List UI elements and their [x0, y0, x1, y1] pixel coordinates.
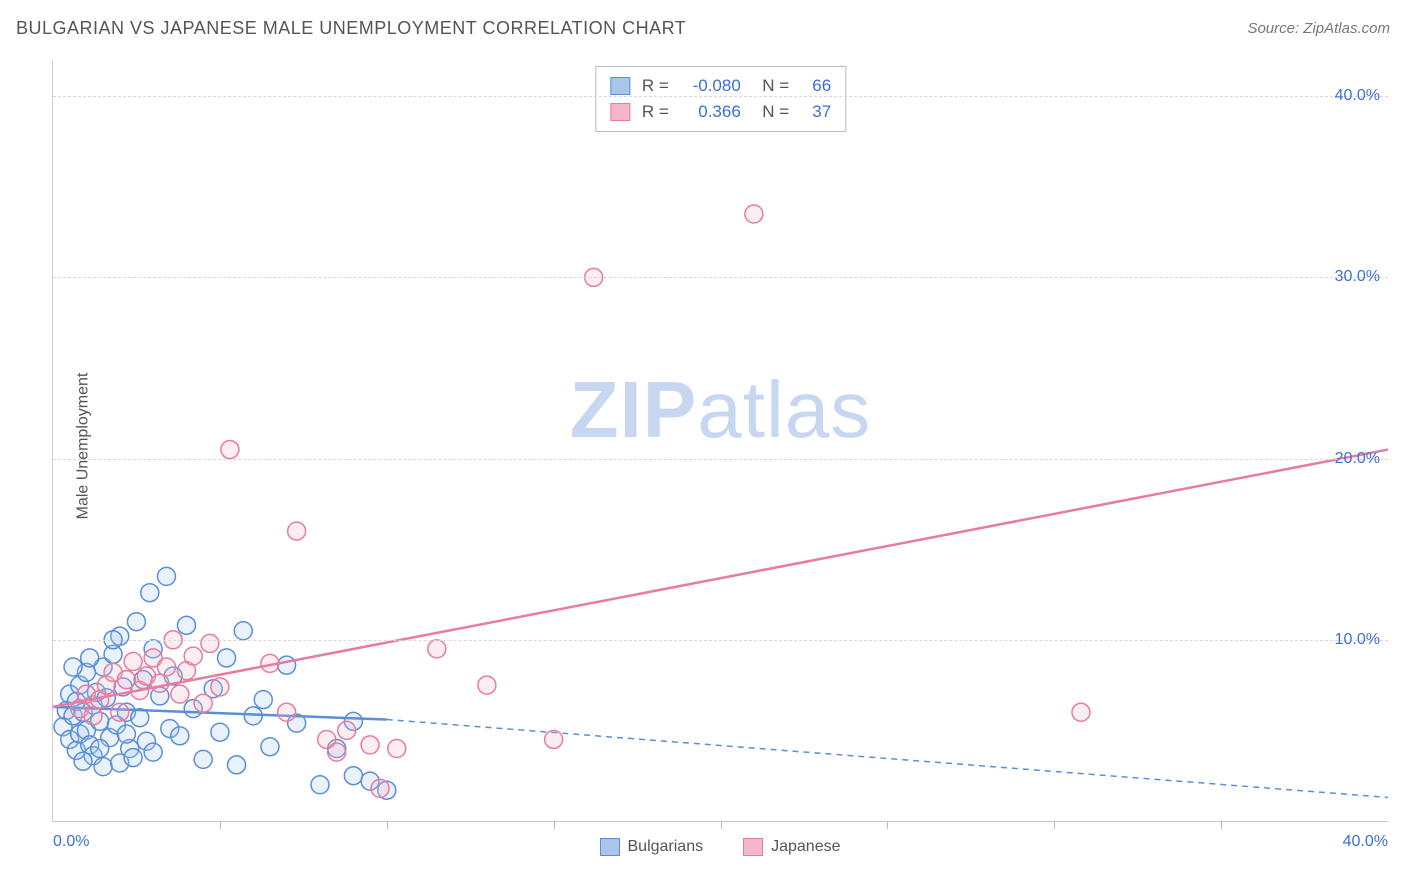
scatter-point — [211, 678, 229, 696]
scatter-point — [254, 691, 272, 709]
scatter-point — [81, 649, 99, 667]
plot-wrapper: ZIPatlas R = -0.080 N = 66 R = 0.366 N =… — [52, 60, 1388, 852]
scatter-point — [64, 658, 82, 676]
legend-label: Bulgarians — [628, 838, 704, 856]
legend-item: Bulgarians — [600, 838, 704, 856]
scatter-point — [194, 750, 212, 768]
scatter-point — [117, 725, 135, 743]
scatter-point — [124, 749, 142, 767]
scatter-point — [428, 640, 446, 658]
y-tick-label: 30.0% — [1335, 268, 1380, 286]
scatter-point — [361, 736, 379, 754]
scatter-point — [94, 758, 112, 776]
scatter-point — [144, 743, 162, 761]
scatter-point — [261, 738, 279, 756]
scatter-point — [151, 674, 169, 692]
scatter-point — [228, 756, 246, 774]
chart-svg — [53, 60, 1388, 821]
series-legend: Bulgarians Japanese — [52, 838, 1388, 856]
chart-container: BULGARIAN VS JAPANESE MALE UNEMPLOYMENT … — [0, 0, 1406, 892]
scatter-point — [278, 703, 296, 721]
scatter-point — [84, 707, 102, 725]
scatter-point — [194, 694, 212, 712]
scatter-point — [124, 653, 142, 671]
scatter-point — [234, 622, 252, 640]
scatter-point — [311, 776, 329, 794]
swatch-bulgarians-icon — [600, 838, 620, 856]
scatter-point — [218, 649, 236, 667]
trend-line — [53, 450, 1388, 707]
scatter-point — [278, 656, 296, 674]
scatter-point — [211, 723, 229, 741]
scatter-point — [478, 676, 496, 694]
scatter-point — [171, 685, 189, 703]
scatter-point — [388, 740, 406, 758]
scatter-point — [371, 779, 389, 797]
trend-line-extrapolated — [387, 720, 1388, 798]
scatter-point — [157, 658, 175, 676]
header: BULGARIAN VS JAPANESE MALE UNEMPLOYMENT … — [16, 12, 1390, 44]
scatter-point — [184, 647, 202, 665]
scatter-point — [221, 441, 239, 459]
y-tick-label: 20.0% — [1335, 450, 1380, 468]
scatter-point — [127, 613, 145, 631]
y-tick-label: 10.0% — [1335, 631, 1380, 649]
scatter-point — [288, 522, 306, 540]
chart-title: BULGARIAN VS JAPANESE MALE UNEMPLOYMENT … — [16, 18, 686, 39]
scatter-point — [201, 634, 219, 652]
legend-label: Japanese — [771, 838, 840, 856]
scatter-point — [344, 767, 362, 785]
scatter-point — [111, 703, 129, 721]
scatter-point — [141, 584, 159, 602]
scatter-point — [545, 730, 563, 748]
scatter-point — [338, 721, 356, 739]
scatter-point — [745, 205, 763, 223]
scatter-point — [74, 752, 92, 770]
scatter-point — [157, 567, 175, 585]
scatter-point — [178, 616, 196, 634]
scatter-point — [91, 740, 109, 758]
scatter-point — [328, 743, 346, 761]
swatch-japanese-icon — [743, 838, 763, 856]
legend-item: Japanese — [743, 838, 840, 856]
scatter-point — [1072, 703, 1090, 721]
y-tick-label: 40.0% — [1335, 87, 1380, 105]
scatter-point — [171, 727, 189, 745]
chart-source: Source: ZipAtlas.com — [1247, 20, 1390, 37]
plot-area: ZIPatlas R = -0.080 N = 66 R = 0.366 N =… — [52, 60, 1388, 822]
